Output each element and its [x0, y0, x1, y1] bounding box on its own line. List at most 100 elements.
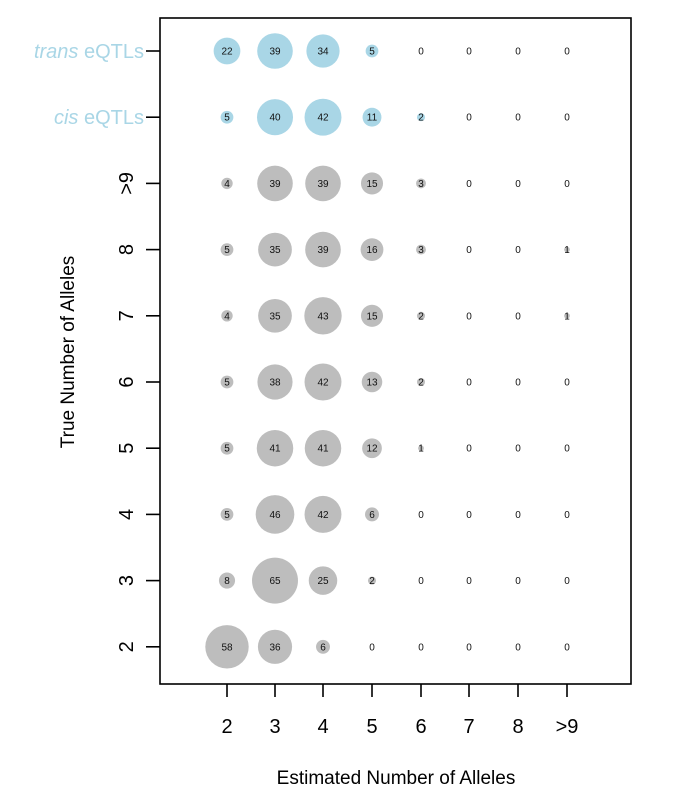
- y-tick-label: 8: [116, 244, 138, 255]
- bubble: [362, 438, 382, 459]
- bubble-value-label: 2: [418, 311, 424, 322]
- plot-frame: [159, 17, 632, 685]
- bubble: [213, 37, 241, 65]
- bubble-value-label: 42: [317, 113, 329, 124]
- y-axis-title: True Number of Alleles: [58, 256, 79, 449]
- bubble: [220, 110, 234, 124]
- y-axis: 2 3 4 5 6 7 8 >9 cis eQTLs trans eQTLs: [34, 41, 160, 652]
- bubble-value-label: 0: [515, 47, 521, 58]
- bubble-value-label: 13: [366, 378, 378, 389]
- bubble: [305, 231, 341, 268]
- bubble-value-label: 0: [515, 311, 521, 322]
- bubble-value-label: 0: [418, 510, 424, 521]
- bubble: [362, 107, 382, 127]
- bubble-value-label: 1: [564, 311, 570, 322]
- bubble-value-label: 0: [466, 378, 472, 389]
- bubble: [304, 495, 342, 533]
- bubble-value-label: 2: [418, 378, 424, 389]
- bubble: [360, 304, 384, 327]
- bubble: [256, 429, 294, 467]
- bubble: [308, 566, 338, 595]
- bubble-value-label: 5: [369, 47, 375, 58]
- bubble: [257, 33, 293, 69]
- bubble-value-label: 0: [466, 47, 472, 58]
- bubble-value-label: 5: [224, 510, 230, 521]
- bubble-value-label: 35: [269, 245, 281, 256]
- y-tick-label: 5: [116, 443, 138, 454]
- bubble-value-label: 5: [224, 444, 230, 455]
- bubble: [416, 113, 426, 122]
- bubble-value-label: 46: [269, 510, 281, 521]
- bubble: [252, 557, 298, 604]
- bubble: [306, 34, 340, 68]
- bubble-value-label: 4: [224, 179, 230, 190]
- bubble-value-label: 0: [466, 311, 472, 322]
- bubble: [416, 311, 426, 320]
- bubble-value-label: 0: [515, 510, 521, 521]
- x-tick-label: 6: [415, 716, 426, 738]
- bubble: [416, 244, 426, 255]
- bubble-value-label: 39: [317, 179, 329, 190]
- bubble-value-label: 6: [320, 642, 326, 653]
- bubble-value-label: 3: [418, 179, 424, 190]
- bubble: [221, 177, 233, 190]
- bubble: [564, 312, 570, 319]
- bubble-value-label: 0: [564, 510, 570, 521]
- bubble-value-label: 58: [221, 642, 233, 653]
- bubble: [316, 639, 330, 654]
- bubble-value-label: 5: [224, 113, 230, 124]
- bubble-value-label: 0: [466, 444, 472, 455]
- bubble-value-label: 0: [515, 444, 521, 455]
- bubble: [258, 232, 292, 267]
- bubble-value-label: 0: [466, 576, 472, 587]
- x-tick-label: 7: [463, 716, 474, 738]
- bubble-value-label: 0: [564, 378, 570, 389]
- bubble-value-label: 0: [515, 245, 521, 256]
- bubble-value-label: 0: [515, 179, 521, 190]
- bubble-value-label: 39: [269, 179, 281, 190]
- bubble-value-label: 3: [418, 245, 424, 256]
- bubble-value-label: 0: [515, 576, 521, 587]
- y-tick-label: 4: [116, 509, 138, 520]
- bubble-value-label: 6: [369, 510, 375, 521]
- bubble-value-label: 43: [317, 311, 329, 322]
- bubble-value-label: 0: [466, 245, 472, 256]
- bubble-value-label: 35: [269, 311, 281, 322]
- bubble: [220, 441, 234, 455]
- bubble-value-label: 15: [366, 311, 378, 322]
- bubble-value-label: 16: [366, 245, 378, 256]
- y-tick-label: 7: [116, 310, 138, 321]
- bubble-value-label: 0: [564, 576, 570, 587]
- bubble-value-label: 0: [418, 642, 424, 653]
- bubble-value-label: 25: [317, 576, 329, 587]
- bubble: [257, 629, 293, 664]
- bubble-value-label: 0: [564, 47, 570, 58]
- bubble: [304, 363, 342, 401]
- bubble: [218, 572, 236, 589]
- bubble-value-label: 0: [466, 642, 472, 653]
- x-tick-label: 5: [366, 716, 377, 738]
- bubble: [564, 246, 570, 253]
- bubble-layer: 58 36 6 0 0 0 0 08 65 25 2 0 0 0 05 46 42 6 0 0 0 05 41 41 12 1 0 0…: [205, 33, 570, 669]
- bubble-value-label: 0: [418, 576, 424, 587]
- bubble-value-label: 0: [466, 179, 472, 190]
- bubble-value-label: 2: [418, 113, 424, 124]
- bubble: [255, 495, 295, 534]
- bubble-value-label: 41: [317, 444, 329, 455]
- bubble: [361, 371, 383, 393]
- bubble: [256, 99, 294, 136]
- bubble: [416, 178, 426, 189]
- bubble-value-label: 5: [224, 245, 230, 256]
- bubble: [258, 298, 292, 333]
- bubble-value-label: 0: [466, 510, 472, 521]
- bubble: [360, 172, 384, 195]
- bubble-value-label: 39: [269, 47, 281, 58]
- bubble-value-label: 0: [564, 179, 570, 190]
- bubble-value-label: 0: [466, 113, 472, 124]
- bubble-value-label: 42: [317, 510, 329, 521]
- bubble: [365, 507, 379, 522]
- bubble-value-label: 0: [418, 47, 424, 58]
- bubble: [220, 508, 234, 521]
- bubble-value-label: 0: [564, 113, 570, 124]
